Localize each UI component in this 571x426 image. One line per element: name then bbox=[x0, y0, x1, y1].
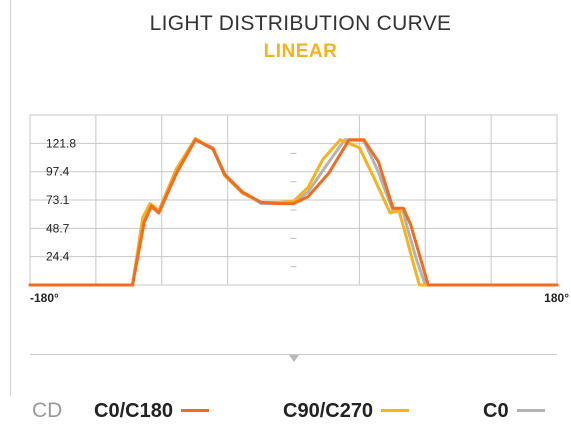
legend-label-c90-c270: C90/C270 bbox=[283, 400, 374, 422]
series-lines bbox=[28, 137, 559, 287]
x-tick-label-max: 180° bbox=[544, 291, 569, 305]
chart-subtitle: LINEAR bbox=[263, 41, 338, 62]
y-tick-label: 97.4 bbox=[46, 165, 70, 179]
collapse-caret-icon[interactable] bbox=[289, 355, 299, 362]
y-tick-labels: 24.4 48.7 73.1 97.4 121.8 bbox=[46, 136, 76, 263]
legend-swatch-c0 bbox=[516, 408, 545, 412]
left-border-rule bbox=[10, 0, 11, 396]
legend-label-c0-c180: C0/C180 bbox=[94, 400, 173, 422]
legend-item-c0-c180[interactable]: C0/C180 bbox=[94, 398, 209, 424]
legend-swatch-c0-c180 bbox=[180, 408, 209, 412]
light-distribution-chart: 24.4 48.7 73.1 97.4 121.8 -180° 180° bbox=[28, 114, 569, 305]
x-tick-label-min: -180° bbox=[30, 291, 59, 305]
legend-unit-label: CD bbox=[32, 399, 63, 422]
x-tick-labels: -180° 180° bbox=[30, 291, 569, 305]
legend-swatch-c90-c270 bbox=[381, 408, 410, 412]
chart-title: LIGHT DISTRIBUTION CURVE bbox=[149, 12, 452, 35]
y-tick-label: 73.1 bbox=[46, 193, 70, 207]
divider-line bbox=[30, 354, 557, 355]
legend-item-c90-c270[interactable]: C90/C270 bbox=[283, 398, 410, 424]
y-tick-label: 48.7 bbox=[46, 221, 70, 235]
y-tick-label: 24.4 bbox=[46, 250, 70, 264]
y-tick-label: 121.8 bbox=[46, 136, 76, 150]
legend-item-c0[interactable]: C0 bbox=[483, 398, 545, 424]
series-line-c90-c270 bbox=[28, 137, 559, 287]
center-axis-ticks bbox=[290, 152, 297, 268]
series-line-c0-c180 bbox=[28, 138, 559, 287]
legend-label-c0: C0 bbox=[483, 400, 509, 422]
